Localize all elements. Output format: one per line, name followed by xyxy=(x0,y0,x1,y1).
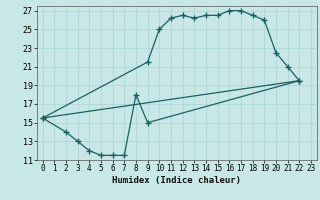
X-axis label: Humidex (Indice chaleur): Humidex (Indice chaleur) xyxy=(112,176,241,185)
